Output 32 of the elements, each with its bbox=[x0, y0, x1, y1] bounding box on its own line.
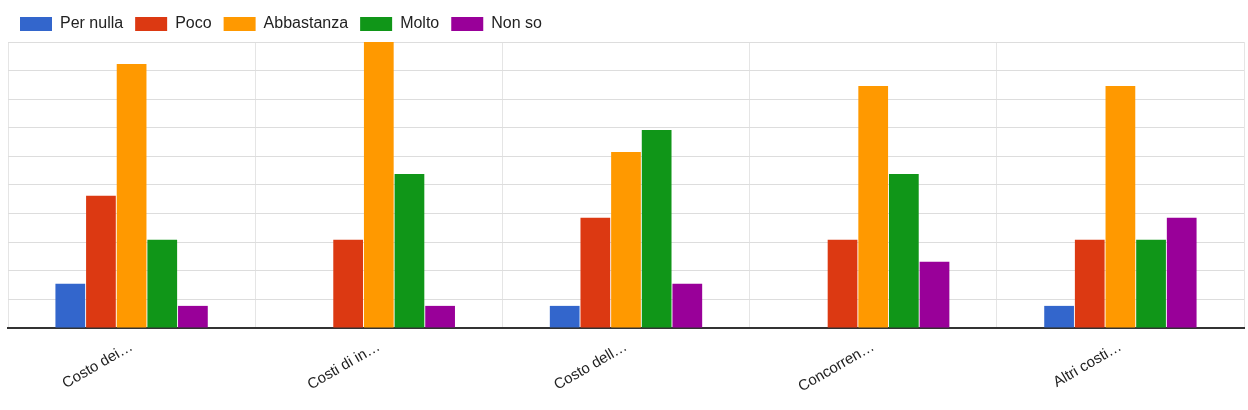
bar bbox=[827, 239, 858, 328]
bar bbox=[394, 174, 425, 328]
bar bbox=[858, 86, 889, 328]
x-tick-label: Costo dell… bbox=[550, 337, 630, 393]
bar bbox=[1044, 305, 1074, 328]
bar bbox=[1166, 217, 1197, 328]
bar bbox=[1074, 239, 1105, 328]
bar bbox=[147, 239, 178, 328]
bar bbox=[55, 283, 86, 328]
bar bbox=[549, 305, 580, 328]
legend-label: Abbastanza bbox=[263, 14, 349, 32]
bar bbox=[178, 305, 208, 328]
legend-label: Non so bbox=[491, 14, 543, 32]
bar bbox=[919, 261, 950, 328]
bar bbox=[611, 152, 641, 328]
bar bbox=[580, 217, 611, 328]
bar bbox=[333, 239, 364, 328]
bar bbox=[116, 64, 147, 328]
bar bbox=[86, 195, 116, 328]
bar bbox=[1105, 86, 1136, 328]
bar bbox=[363, 42, 394, 328]
bar bbox=[672, 283, 703, 328]
bar bbox=[1136, 239, 1166, 328]
legend-label: Poco bbox=[175, 14, 212, 32]
bar bbox=[641, 130, 672, 328]
x-tick-label: Costi di in… bbox=[303, 337, 383, 393]
x-tick-label: Costo dei… bbox=[58, 337, 136, 392]
legend-label: Per nulla bbox=[60, 14, 124, 32]
bar bbox=[888, 174, 919, 328]
x-tick-label: Altri costi… bbox=[1049, 337, 1124, 390]
bar bbox=[425, 305, 455, 328]
legend-label: Molto bbox=[400, 14, 440, 32]
